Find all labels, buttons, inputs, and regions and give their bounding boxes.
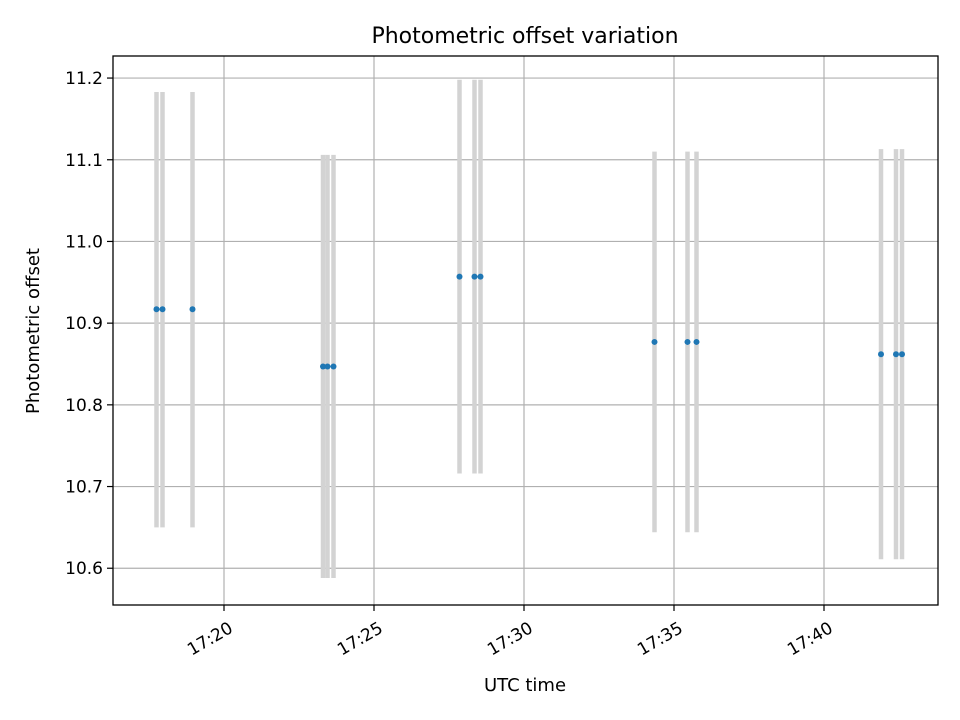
data-point [899,351,905,358]
y-tick-label: 10.6 [65,559,103,579]
data-point [471,273,478,280]
data-point [320,363,326,370]
plot-frame [112,55,939,606]
chart-title: Photometric offset variation [371,24,678,49]
y-axis-label: Photometric offset [23,248,44,414]
data-point [693,338,700,345]
data-point [893,351,899,358]
data-points [153,273,905,370]
data-point [159,306,166,313]
data-point [651,338,658,345]
y-axis-ticks: 10.6 10.7 10.8 10.9 11.0 11.1 11.2 [65,69,113,579]
y-tick-label: 10.8 [65,396,103,416]
data-point [878,351,884,358]
y-tick-label: 11.2 [65,69,103,89]
x-axis-label: UTC time [484,675,566,696]
data-point [456,273,463,280]
data-point [684,338,691,345]
data-point [189,306,196,313]
data-point [477,273,484,280]
y-tick-label: 10.9 [65,314,103,334]
grid [113,56,938,605]
data-point [153,306,160,313]
y-tick-label: 11.0 [65,232,103,252]
data-point [330,363,337,370]
data-point [324,363,331,370]
y-tick-label: 10.7 [65,478,103,498]
y-tick-label: 11.1 [65,151,103,171]
